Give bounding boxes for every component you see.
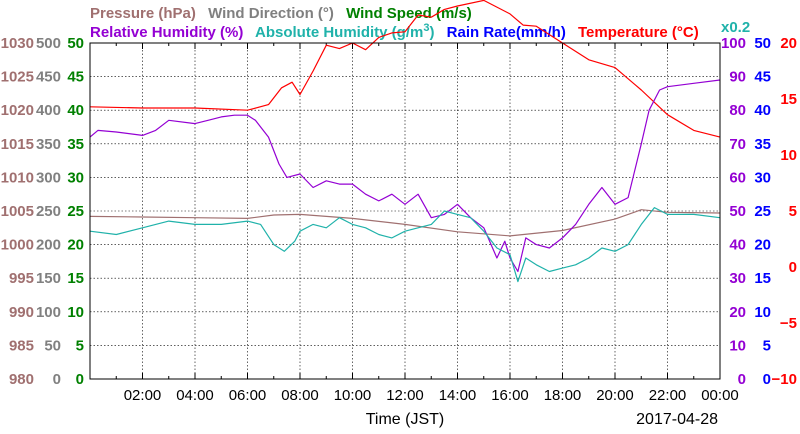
series-line-relative-humidity [89, 79, 721, 273]
y-tick-relative-humidity: 0 [738, 371, 746, 388]
x-tick-label: 14:00 [439, 387, 477, 404]
y-tick-wind-speed: 45 [67, 69, 84, 86]
y-tick-pressure: 1020 [1, 102, 34, 119]
y-tick-wind-direction: 50 [44, 337, 61, 354]
y-tick-temperature: 10 [780, 147, 797, 164]
plot-frame [89, 42, 721, 380]
y-tick-rain-rate: 10 [754, 304, 771, 321]
y-tick-pressure: 1010 [1, 169, 34, 186]
x-tick-label: 06:00 [229, 387, 267, 404]
x-tick-label: 18:00 [544, 387, 582, 404]
x-tick-label: 08:00 [281, 387, 319, 404]
y-tick-rain-rate: 0 [763, 371, 771, 388]
x-axis: 02:00 04:00 06:00 08:00 10:00 12:00 14:00 16:00… [115, 43, 739, 404]
title-temperature-unit: °C [677, 24, 694, 41]
x-tick-label: 10:00 [334, 387, 372, 404]
title-absolute-humidity-suffix: ) [429, 24, 434, 41]
y-tick-relative-humidity: 50 [729, 203, 746, 220]
date-label: 2017-04-28 [636, 411, 718, 428]
y-tick-wind-speed: 25 [67, 203, 84, 220]
x-tick-label: 12:00 [386, 387, 424, 404]
y-tick-temperature: 20 [780, 35, 797, 52]
y-tick-temperature: 0 [789, 259, 797, 276]
y-tick-rain-rate: 40 [754, 102, 771, 119]
y-tick-rain-rate: 35 [754, 136, 771, 153]
y-tick-relative-humidity: 60 [729, 169, 746, 186]
title-wind-direction-text: Wind Direction (°) [208, 5, 334, 22]
y-tick-pressure: 1025 [1, 69, 34, 86]
series-lines [89, 0, 721, 283]
y-tick-wind-direction: 400 [36, 102, 61, 119]
x-axis-label: Time (JST) [366, 411, 445, 428]
y-tick-relative-humidity: 80 [729, 102, 746, 119]
title-pressure-text: Pressure (hPa) [90, 5, 196, 22]
y-tick-rain-rate: 15 [754, 270, 771, 287]
y-tick-wind-direction: 0 [53, 371, 61, 388]
y-tick-wind-direction: 150 [36, 270, 61, 287]
x-tick-label: 20:00 [596, 387, 634, 404]
y-tick-wind-direction: 350 [36, 136, 61, 153]
y-tick-rain-rate: 50 [754, 35, 771, 52]
series-line-temperature [89, 0, 721, 138]
y-tick-pressure: 980 [9, 371, 34, 388]
y-tick-pressure: 1005 [1, 203, 34, 220]
y-tick-wind-speed: 40 [67, 102, 84, 119]
title-temperature-text: Temperature ( [578, 24, 677, 41]
y-tick-rain-rate: 25 [754, 203, 771, 220]
absolute-humidity-scale-label: x0.2 [721, 19, 750, 36]
x-tick-label: 02:00 [124, 387, 162, 404]
y-tick-wind-speed: 10 [67, 304, 84, 321]
y-tick-wind-speed: 30 [67, 169, 84, 186]
y-tick-rain-rate: 45 [754, 69, 771, 86]
title-rain-rate-text: Rain Rate(mm/h) [447, 24, 566, 41]
y-tick-wind-direction: 100 [36, 304, 61, 321]
title-row-2: Relative Humidity (%) Absolute Humidity … [90, 22, 699, 41]
y-tick-temperature: −5 [780, 315, 797, 332]
title-relative-humidity-text: Relative Humidity (%) [90, 24, 243, 41]
y-tick-relative-humidity: 30 [729, 270, 746, 287]
y-tick-temperature: 5 [789, 203, 797, 220]
y-tick-wind-direction: 500 [36, 35, 61, 52]
y-tick-pressure: 1000 [1, 237, 34, 254]
y-tick-wind-direction: 300 [36, 169, 61, 186]
x-tick-label: 16:00 [491, 387, 529, 404]
y-axes: 1030102510201015101010051000995990985980… [1, 35, 797, 388]
y-tick-relative-humidity: 70 [729, 136, 746, 153]
title-pressure: Pressure (hPa) Wind Direction (°) Wind S… [90, 5, 472, 22]
series-line-pressure [89, 209, 721, 237]
y-tick-relative-humidity: 90 [729, 69, 746, 86]
y-tick-pressure: 1015 [1, 136, 34, 153]
y-tick-rain-rate: 30 [754, 169, 771, 186]
y-tick-relative-humidity: 20 [729, 304, 746, 321]
x-tick-label: 04:00 [176, 387, 214, 404]
y-tick-temperature: 15 [780, 91, 797, 108]
y-tick-relative-humidity: 40 [729, 237, 746, 254]
y-tick-relative-humidity: 100 [721, 35, 746, 52]
y-tick-pressure: 985 [9, 337, 34, 354]
x-tick-label: 00:00 [701, 387, 739, 404]
title-temperature-suffix: ) [694, 24, 699, 41]
y-tick-wind-speed: 35 [67, 136, 84, 153]
y-tick-relative-humidity: 10 [729, 337, 746, 354]
y-tick-wind-speed: 5 [76, 337, 84, 354]
y-tick-wind-direction: 450 [36, 69, 61, 86]
title-wind-speed-text: Wind Speed (m/s) [346, 5, 472, 22]
y-tick-pressure: 990 [9, 304, 34, 321]
x-tick-label: 22:00 [649, 387, 687, 404]
y-tick-wind-speed: 20 [67, 237, 84, 254]
y-tick-rain-rate: 5 [763, 337, 771, 354]
grid [90, 43, 720, 379]
series-line-absolute-humidity [89, 207, 721, 283]
y-tick-wind-speed: 15 [67, 270, 84, 287]
y-tick-wind-direction: 250 [36, 203, 61, 220]
y-tick-temperature: −10 [772, 371, 797, 388]
y-tick-pressure: 1030 [1, 35, 34, 52]
title-absolute-humidity-sup: 3 [423, 22, 429, 34]
y-tick-wind-speed: 50 [67, 35, 84, 52]
y-tick-pressure: 995 [9, 270, 34, 287]
y-tick-wind-speed: 0 [76, 371, 84, 388]
y-tick-wind-direction: 200 [36, 237, 61, 254]
y-tick-rain-rate: 20 [754, 237, 771, 254]
